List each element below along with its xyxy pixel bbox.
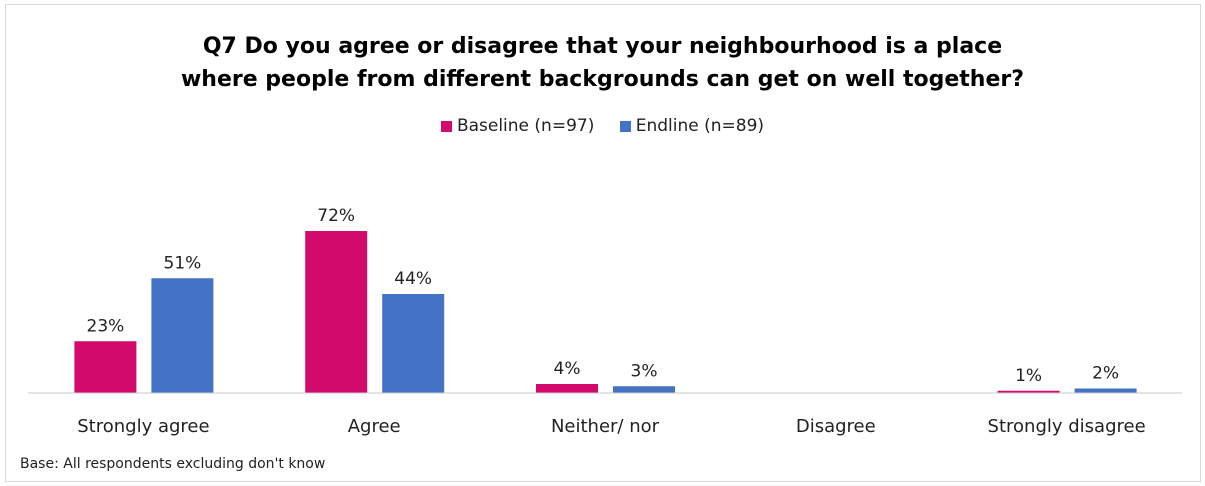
legend-label-endline: Endline (n=89) [635, 116, 765, 136]
data-label-endline-agree: 44% [394, 269, 432, 289]
data-label-endline-strongly-agree: 51% [164, 253, 202, 273]
data-label-endline-strongly-disagree: 2% [1092, 364, 1119, 384]
data-label-baseline-strongly-disagree: 1% [1015, 366, 1042, 386]
legend-label-baseline: Baseline (n=97) [456, 116, 595, 136]
category-label-strongly-agree: Strongly agree [77, 416, 209, 437]
chart-title-line-2: where people from different backgrounds … [180, 67, 1025, 92]
legend-item-baseline: Baseline (n=97) [440, 116, 595, 136]
chart-frame [5, 4, 1201, 482]
category-label-disagree: Disagree [796, 416, 876, 437]
legend-swatch-baseline [440, 120, 452, 132]
bar-endline-agree [382, 294, 445, 393]
data-label-baseline-strongly-agree: 23% [87, 316, 125, 336]
bar-endline-strongly-agree [151, 278, 214, 393]
chart-title: Q7 Do you agree or disagree that your ne… [0, 30, 1205, 96]
data-label-endline-neither-nor: 3% [631, 361, 658, 381]
bar-endline-neither-nor [613, 386, 675, 393]
bar-baseline-strongly-agree [74, 341, 137, 393]
category-label-strongly-disagree: Strongly disagree [988, 416, 1146, 437]
chart-legend: Baseline (n=97) Endline (n=89) [0, 116, 1205, 137]
bar-baseline-strongly-disagree [997, 390, 1060, 393]
bar-baseline-neither-nor [536, 384, 598, 393]
bar-endline-strongly-disagree [1074, 388, 1137, 393]
data-label-baseline-neither-nor: 4% [554, 359, 581, 379]
legend-item-endline: Endline (n=89) [619, 116, 765, 136]
legend-swatch-endline [619, 120, 631, 132]
data-label-baseline-agree: 72% [317, 206, 355, 226]
category-label-neither-nor: Neither/ nor [551, 416, 660, 437]
bar-baseline-agree [305, 231, 368, 393]
chart-footnote: Base: All respondents excluding don't kn… [20, 456, 326, 472]
chart-title-line-1: Q7 Do you agree or disagree that your ne… [202, 34, 1003, 59]
category-label-agree: Agree [348, 416, 401, 437]
